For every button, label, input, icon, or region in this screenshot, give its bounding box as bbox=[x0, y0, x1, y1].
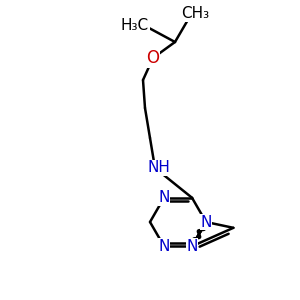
Text: CH₃: CH₃ bbox=[181, 7, 209, 22]
Text: O: O bbox=[146, 49, 160, 67]
Text: N: N bbox=[158, 190, 170, 205]
Text: N: N bbox=[186, 239, 198, 254]
Text: NH: NH bbox=[148, 160, 170, 175]
Text: N: N bbox=[200, 214, 212, 230]
Text: H₃C: H₃C bbox=[121, 19, 149, 34]
Text: N: N bbox=[158, 239, 170, 254]
